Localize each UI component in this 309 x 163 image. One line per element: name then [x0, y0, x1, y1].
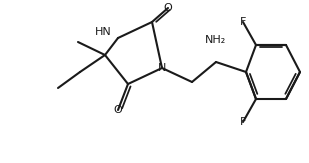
Text: O: O [114, 105, 122, 115]
Text: O: O [164, 3, 172, 13]
Text: N: N [158, 63, 166, 73]
Text: F: F [240, 17, 246, 27]
Text: HN: HN [95, 27, 112, 37]
Text: F: F [240, 117, 246, 127]
Text: NH₂: NH₂ [205, 35, 226, 45]
